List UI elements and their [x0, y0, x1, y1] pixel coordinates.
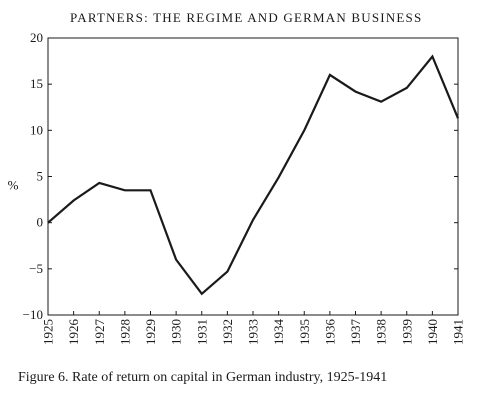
y-tick-label: 5 — [37, 169, 44, 184]
x-tick-label: 1935 — [297, 319, 312, 345]
x-tick-label: 1928 — [117, 319, 132, 345]
x-tick-label: 1926 — [66, 319, 81, 346]
y-tick-label: 10 — [30, 122, 43, 137]
y-tick-label: −10 — [23, 307, 43, 322]
x-tick-label: 1937 — [348, 319, 363, 346]
chart-axes: % — [8, 37, 459, 316]
y-tick-label: 0 — [37, 215, 44, 230]
x-tick-label: 1939 — [399, 319, 414, 345]
x-tick-label: 1932 — [220, 319, 235, 345]
x-tick-label: 1941 — [451, 319, 466, 345]
series-line — [47, 54, 460, 296]
y-tick-label: 20 — [30, 30, 43, 45]
x-tick-label: 1940 — [425, 319, 440, 345]
x-tick-label: 1925 — [41, 319, 56, 345]
chart-series — [47, 54, 460, 296]
x-tick-label: 1927 — [92, 319, 107, 346]
x-tick-label: 1934 — [271, 319, 286, 346]
x-tick-label: 1933 — [246, 319, 261, 345]
page-header: PARTNERS: THE REGIME AND GERMAN BUSINESS — [70, 10, 423, 25]
x-tick-label: 1936 — [322, 319, 337, 346]
y-tick-label: −5 — [29, 261, 43, 276]
figure-caption: Figure 6. Rate of return on capital in G… — [18, 370, 388, 385]
y-tick-label: 15 — [30, 76, 43, 91]
x-tick-label: 1931 — [194, 319, 209, 345]
x-tick-label: 1930 — [169, 319, 184, 345]
x-axis-ticks: 1925 1926 1927 1928 1929 1930 1931 1932 1933 1934… — [41, 311, 466, 345]
x-tick-label: 1929 — [143, 319, 158, 345]
y-axis-ticks: −10 −5 0 5 10 15 20 — [23, 30, 458, 322]
x-tick-label: 1938 — [374, 319, 389, 345]
plot-frame — [47, 37, 459, 316]
y-axis-label: % — [8, 178, 19, 193]
